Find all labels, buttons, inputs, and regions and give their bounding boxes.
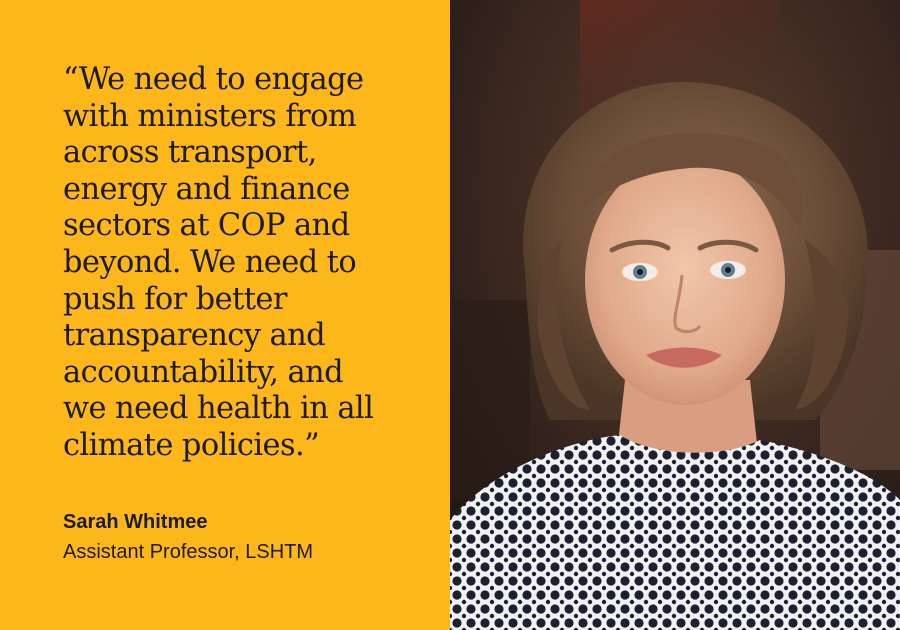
speaker-role: Assistant Professor, LSHTM <box>63 541 314 563</box>
quote-panel: “We need to engage with ministers from a… <box>63 62 433 563</box>
quote-line: with ministers from <box>63 98 357 134</box>
quote-line: across transport, <box>63 135 317 171</box>
portrait-photo <box>450 0 900 630</box>
portrait-illustration <box>450 0 900 630</box>
quote-line: “We need to engage <box>63 62 364 97</box>
quote-line: accountability, and <box>63 354 344 390</box>
quote-line: climate policies.” <box>63 427 320 463</box>
quote-line: energy and finance <box>63 171 350 207</box>
quote-line: sectors at COP and <box>63 208 350 244</box>
speaker-name: Sarah Whitmee <box>63 511 208 533</box>
quote-text: “We need to engage with ministers from a… <box>63 62 433 465</box>
quote-line: push for better <box>63 281 287 317</box>
quote-line: beyond. We need to <box>63 244 357 280</box>
quote-line: transparency and <box>63 318 326 354</box>
quote-line: we need health in all <box>63 391 374 427</box>
